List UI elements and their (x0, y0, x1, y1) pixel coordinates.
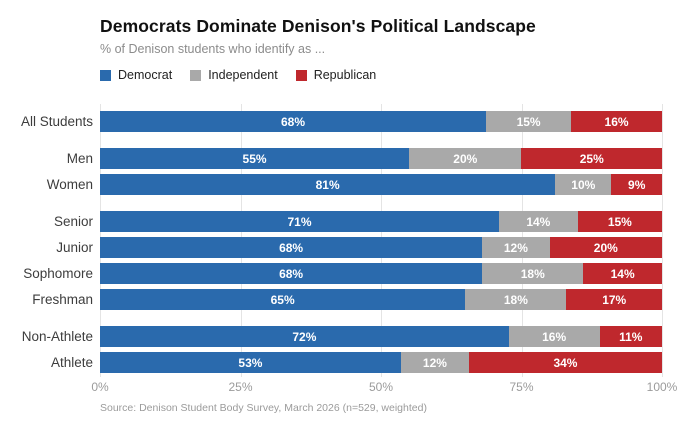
bar-row: 68% 15% 16% (100, 111, 662, 132)
bar-value-label: 20% (453, 151, 478, 166)
bar-row: 68% 18% 14% (100, 263, 662, 284)
bar-row: 65% 18% 17% (100, 289, 662, 310)
bar-row: 53% 12% 34% (100, 352, 662, 373)
bar-value-label: 18% (503, 292, 528, 307)
bar-value-label: 15% (516, 114, 541, 129)
x-axis-tick-label: 100% (646, 380, 678, 394)
legend-item-independent: Independent (190, 68, 278, 82)
bar-segment-independent: 15% (486, 111, 572, 132)
bar-value-label: 68% (280, 114, 306, 129)
bar-segment-independent: 18% (482, 263, 584, 284)
bar-segment-independent: 20% (409, 148, 522, 169)
legend-label: Independent (208, 68, 278, 82)
bar-segment-independent: 18% (465, 289, 567, 310)
bar-segment-democrat: 71% (100, 211, 500, 232)
bar-value-label: 55% (242, 151, 267, 166)
legend-label: Democrat (118, 68, 173, 82)
bar-value-label: 16% (604, 114, 629, 129)
bar-value-label: 20% (593, 240, 618, 255)
bar-segment-republican: 34% (468, 352, 662, 373)
bar-row: 68% 12% 20% (100, 237, 662, 258)
bar-segment-republican: 16% (571, 111, 662, 132)
bar-value-label: 68% (279, 266, 304, 281)
legend-swatch-icon (100, 69, 111, 81)
legend-swatch-icon (295, 69, 307, 81)
bar-segment-republican: 9% (611, 174, 662, 195)
bar-value-label: 15% (607, 214, 632, 229)
bar-segment-democrat: 72% (100, 326, 509, 347)
row-label: Junior (56, 240, 93, 255)
bar-value-label: 14% (526, 214, 551, 229)
stacked-bar-chart: 0% 25% 50% 75% 100% 68% 15% 16% 55% 20% 25% 81% 10% 9… (0, 104, 700, 404)
bar-segment-republican: 14% (583, 263, 662, 284)
page-title: Democrats Dominate Denison's Political L… (100, 16, 536, 36)
bar-value-label: 14% (610, 266, 635, 281)
bar-segment-democrat: 68% (100, 237, 483, 258)
row-label: Freshman (32, 292, 93, 307)
bar-segment-democrat: 53% (100, 352, 401, 373)
x-axis-tick-label: 50% (368, 380, 394, 394)
bar-segment-democrat: 68% (100, 263, 483, 284)
bar-value-label: 11% (619, 329, 643, 344)
bar-row: 72% 16% 11% (100, 326, 662, 347)
legend-label: Republican (313, 68, 377, 82)
bar-row: 81% 10% 9% (100, 174, 662, 195)
bar-value-label: 10% (571, 177, 596, 192)
bar-value-label: 12% (503, 240, 528, 255)
bar-segment-democrat: 65% (100, 289, 466, 310)
bar-segment-independent: 10% (555, 174, 612, 195)
bar-value-label: 81% (315, 177, 340, 192)
bar-value-label: 53% (238, 355, 263, 370)
bar-row: 71% 14% 15% (100, 211, 662, 232)
bar-segment-democrat: 55% (100, 148, 410, 169)
x-axis-tick-label: 75% (509, 380, 534, 394)
row-label: Men (66, 151, 93, 166)
bar-value-label: 17% (602, 292, 627, 307)
source-note: Source: Denison Student Body Survey, Mar… (100, 402, 427, 414)
bar-value-label: 34% (553, 355, 578, 370)
bar-value-label: 72% (292, 329, 317, 344)
legend-item-republican: Republican (295, 68, 377, 82)
chart-subtitle: % of Denison students who identify as ..… (100, 42, 326, 56)
bar-value-label: 18% (520, 266, 545, 281)
bar-row: 55% 20% 25% (100, 148, 662, 169)
bar-segment-republican: 11% (599, 326, 662, 347)
bar-segment-democrat: 81% (100, 174, 556, 195)
legend-item-democrat: Democrat (100, 68, 172, 82)
row-label: Non-Athlete (21, 329, 93, 344)
x-axis-tick-label: 25% (228, 380, 253, 394)
bar-segment-democrat: 68% (100, 111, 487, 132)
bar-segment-republican: 20% (549, 237, 662, 258)
legend: Democrat Independent Republican (100, 68, 376, 82)
bar-segment-republican: 25% (521, 148, 662, 169)
legend-swatch-icon (190, 69, 202, 81)
gridline (662, 104, 663, 377)
bar-segment-independent: 12% (482, 237, 550, 258)
bar-value-label: 12% (422, 355, 447, 370)
bar-value-label: 71% (287, 214, 312, 229)
plot-area: 0% 25% 50% 75% 100% 68% 15% 16% 55% 20% 25% 81% 10% 9… (91, 104, 677, 394)
row-label: All Students (20, 114, 93, 129)
bar-segment-republican: 17% (566, 289, 662, 310)
row-label: Sophomore (23, 266, 93, 281)
bar-value-label: 9% (628, 177, 646, 192)
bar-segment-republican: 15% (577, 211, 662, 232)
row-label: Senior (53, 214, 93, 229)
bar-value-label: 25% (579, 151, 604, 166)
bar-value-label: 68% (279, 240, 304, 255)
bar-segment-independent: 16% (508, 326, 600, 347)
bar-segment-independent: 12% (400, 352, 469, 373)
bar-segment-independent: 14% (499, 211, 578, 232)
row-label: Athlete (50, 355, 93, 370)
x-axis-tick-label: 0% (91, 380, 109, 394)
bar-value-label: 16% (542, 329, 567, 344)
bar-value-label: 65% (270, 292, 295, 307)
row-label: Women (46, 177, 93, 192)
